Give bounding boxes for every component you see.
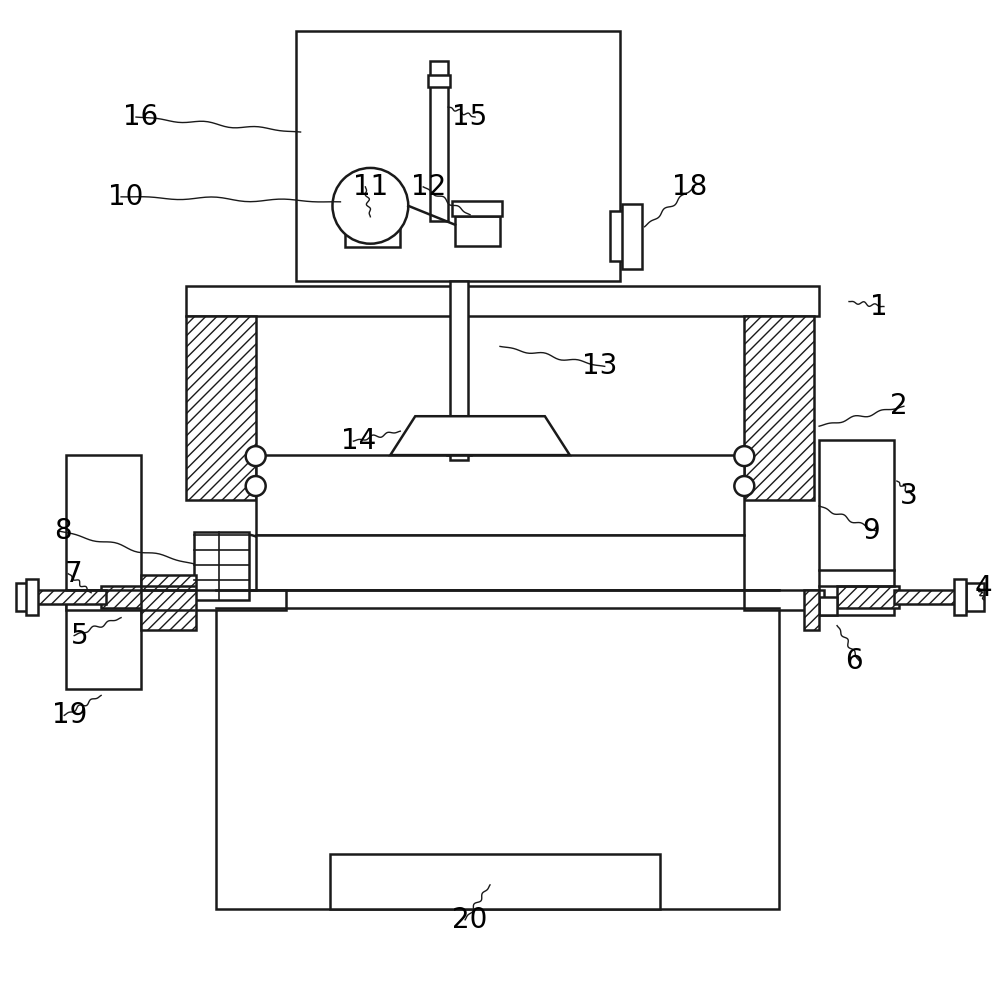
- Text: 3: 3: [900, 482, 918, 510]
- Bar: [819, 597, 837, 614]
- Bar: [345, 229, 400, 246]
- Circle shape: [734, 446, 754, 466]
- Text: 12: 12: [411, 173, 446, 201]
- Text: 7: 7: [64, 560, 82, 588]
- Bar: [330, 854, 660, 909]
- Text: 5: 5: [70, 621, 88, 650]
- Bar: [455, 216, 500, 246]
- Text: 6: 6: [845, 647, 863, 674]
- Bar: [430, 61, 448, 221]
- Bar: [744, 590, 824, 609]
- Bar: [345, 206, 395, 231]
- Bar: [804, 590, 819, 630]
- Bar: [428, 75, 450, 87]
- Text: 1: 1: [870, 293, 888, 320]
- Text: 2: 2: [890, 392, 908, 420]
- Bar: [256, 534, 744, 590]
- Text: 15: 15: [452, 104, 488, 131]
- Bar: [819, 440, 894, 614]
- Text: 13: 13: [582, 352, 617, 381]
- Text: 10: 10: [108, 182, 144, 211]
- Bar: [450, 281, 468, 460]
- Text: 20: 20: [452, 906, 488, 934]
- Bar: [31, 590, 106, 603]
- Bar: [610, 211, 625, 260]
- Circle shape: [332, 168, 408, 244]
- Text: 4: 4: [975, 574, 992, 601]
- Bar: [216, 590, 779, 909]
- Bar: [194, 531, 249, 599]
- Bar: [452, 201, 502, 216]
- Polygon shape: [390, 416, 570, 456]
- Bar: [954, 579, 966, 614]
- Text: 11: 11: [353, 173, 388, 201]
- Bar: [66, 456, 141, 689]
- Bar: [186, 316, 256, 500]
- Bar: [744, 316, 814, 500]
- Bar: [256, 456, 744, 534]
- Bar: [447, 435, 471, 456]
- Bar: [622, 204, 642, 268]
- Text: 14: 14: [341, 427, 376, 456]
- Circle shape: [246, 476, 266, 496]
- Circle shape: [246, 446, 266, 466]
- Bar: [966, 583, 984, 610]
- Bar: [66, 590, 286, 609]
- Bar: [894, 590, 969, 603]
- Bar: [101, 586, 163, 607]
- Bar: [186, 286, 819, 316]
- Bar: [296, 32, 620, 281]
- Bar: [141, 575, 196, 630]
- Text: 18: 18: [672, 173, 707, 201]
- Text: 16: 16: [123, 104, 159, 131]
- Text: 9: 9: [862, 517, 880, 545]
- Text: 8: 8: [54, 517, 72, 545]
- Bar: [26, 579, 38, 614]
- Circle shape: [734, 476, 754, 496]
- Bar: [837, 586, 899, 607]
- Text: 19: 19: [52, 701, 87, 730]
- Bar: [16, 583, 34, 610]
